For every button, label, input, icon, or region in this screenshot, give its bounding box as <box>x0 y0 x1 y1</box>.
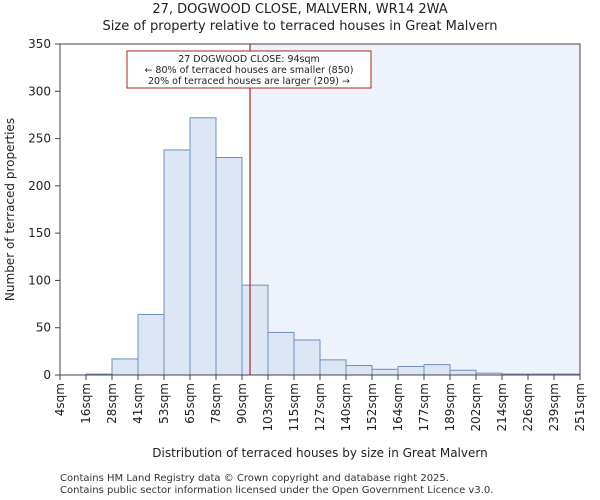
annotation-box <box>126 50 372 89</box>
histogram-bar <box>111 358 139 376</box>
y-tick-label: 50 <box>36 321 51 335</box>
x-tick-label: 53sqm <box>157 383 171 424</box>
y-tick-label: 150 <box>28 226 51 240</box>
annotation-line: ← 80% of terraced houses are smaller (85… <box>144 65 353 76</box>
x-tick-label: 90sqm <box>235 383 249 424</box>
chart-title: 27, DOGWOOD CLOSE, MALVERN, WR14 2WA <box>152 2 448 17</box>
x-tick-label: 177sqm <box>417 383 431 431</box>
histogram-bar <box>397 365 425 376</box>
histogram-bar <box>241 284 269 376</box>
y-tick-label: 350 <box>28 37 51 51</box>
y-tick-label: 100 <box>28 273 51 287</box>
x-tick-label: 202sqm <box>469 383 483 431</box>
y-tick-label: 0 <box>43 368 51 382</box>
histogram-bar <box>449 369 477 376</box>
histogram-bar <box>345 365 373 376</box>
x-tick-label: 189sqm <box>443 383 457 431</box>
x-tick-label: 4sqm <box>53 383 67 416</box>
chart-subtitle: Size of property relative to terraced ho… <box>102 19 498 34</box>
histogram-bar <box>293 339 321 376</box>
histogram-chart: 0 50 100 150 200 250 300 350 4sqm 16sqm 28sqm 41sqm… <box>3 37 587 460</box>
annotation-line: 20% of terraced houses are larger (209) … <box>148 76 350 87</box>
x-tick-label: 152sqm <box>365 383 379 431</box>
x-tick-label: 41sqm <box>131 383 145 424</box>
histogram-bar <box>137 313 165 376</box>
x-tick-label: 226sqm <box>521 383 535 431</box>
x-tick-label: 239sqm <box>547 383 561 431</box>
histogram-bar <box>215 156 243 376</box>
footer-line-2: Contains public sector information licen… <box>60 485 494 496</box>
x-axis-label: Distribution of terraced houses by size … <box>152 446 487 460</box>
x-tick-label: 115sqm <box>287 383 301 431</box>
y-axis-label: Number of terraced properties <box>3 118 17 301</box>
x-tick-label: 78sqm <box>209 383 223 424</box>
histogram-bar <box>163 149 191 376</box>
histogram-bar <box>371 368 399 376</box>
histogram-bar <box>423 364 451 376</box>
x-tick-label: 127sqm <box>313 383 327 431</box>
x-tick-label: 164sqm <box>391 383 405 431</box>
y-tick-label: 300 <box>28 84 51 98</box>
larger-region-shade <box>250 44 580 375</box>
y-tick-label: 200 <box>28 179 51 193</box>
x-tick-label: 65sqm <box>183 383 197 424</box>
x-tick-label: 16sqm <box>79 383 93 424</box>
histogram-bar <box>189 117 217 376</box>
histogram-bar <box>319 359 347 376</box>
x-tick-label: 103sqm <box>261 383 275 431</box>
x-tick-label: 214sqm <box>495 383 509 431</box>
annotation-line: 27 DOGWOOD CLOSE: 94sqm <box>178 54 320 65</box>
y-tick-label: 250 <box>28 132 51 146</box>
x-tick-label: 140sqm <box>339 383 353 431</box>
x-tick-label: 251sqm <box>573 383 587 431</box>
x-tick-label: 28sqm <box>105 383 119 424</box>
footer-line-1: Contains HM Land Registry data © Crown c… <box>60 473 449 484</box>
histogram-bar <box>267 331 295 376</box>
